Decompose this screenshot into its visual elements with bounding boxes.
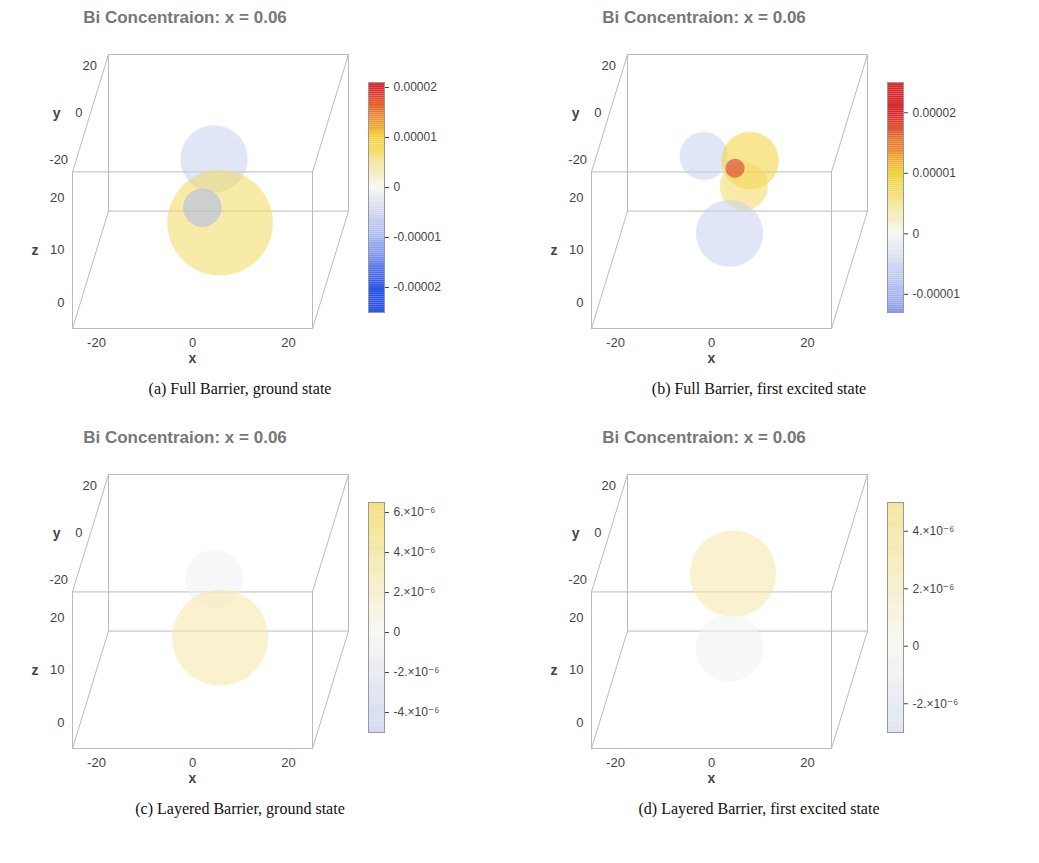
svg-text:4.×10⁻⁶: 4.×10⁻⁶ [913,524,955,538]
svg-text:10: 10 [569,242,583,257]
svg-text:-20: -20 [49,572,68,587]
svg-text:2.×10⁻⁶: 2.×10⁻⁶ [913,582,955,596]
html-text:(b) Full Barrier, first excite: (b) Full Barrier, first excited state [651,380,867,397]
html-text:Bi Concentraion: x = 0.06: Bi Concentraion: x = 0.06 [83,428,287,447]
svg-text:10: 10 [569,662,583,677]
svg-text:0: 0 [594,105,601,120]
svg-text:20: 20 [82,478,96,493]
svg-text:-20: -20 [87,335,106,350]
svg-text:-20: -20 [568,152,587,167]
svg-text:0: 0 [394,625,401,639]
svg-text:20: 20 [800,755,814,770]
svg-text:0: 0 [189,755,196,770]
svg-text:y: y [53,525,61,541]
svg-text:-20: -20 [606,755,625,770]
svg-text:y: y [572,525,580,541]
svg-text:2.×10⁻⁶: 2.×10⁻⁶ [394,585,436,599]
svg-text:0: 0 [576,295,583,310]
svg-text:20: 20 [569,610,583,625]
svg-text:0.00002: 0.00002 [913,106,957,120]
svg-text:-20: -20 [49,152,68,167]
html-text:Bi Concentraion: x = 0.06: Bi Concentraion: x = 0.06 [602,8,806,27]
html-text:Bi Concentraion: x = 0.06: Bi Concentraion: x = 0.06 [83,8,287,27]
svg-text:0: 0 [913,227,920,241]
svg-text:x: x [189,350,197,366]
svg-text:0: 0 [189,335,196,350]
svg-text:20: 20 [601,478,615,493]
svg-text:x: x [708,350,716,366]
svg-text:0: 0 [75,525,82,540]
svg-text:-2.×10⁻⁶: -2.×10⁻⁶ [394,665,440,679]
svg-text:0: 0 [913,639,920,653]
svg-text:20: 20 [82,58,96,73]
svg-text:-20: -20 [606,335,625,350]
svg-text:6.×10⁻⁶: 6.×10⁻⁶ [394,505,436,519]
svg-text:0.00001: 0.00001 [913,166,957,180]
svg-text:z: z [551,242,558,258]
svg-text:0: 0 [708,335,715,350]
svg-text:10: 10 [50,662,64,677]
svg-text:20: 20 [50,610,64,625]
svg-text:-20: -20 [568,572,587,587]
svg-text:z: z [32,662,39,678]
svg-text:-4.×10⁻⁶: -4.×10⁻⁶ [394,705,440,719]
svg-text:20: 20 [281,335,295,350]
svg-text:20: 20 [281,755,295,770]
svg-text:x: x [708,770,716,786]
svg-text:z: z [551,662,558,678]
svg-text:-2.×10⁻⁶: -2.×10⁻⁶ [913,697,959,711]
svg-text:x: x [189,770,197,786]
svg-text:-0.00002: -0.00002 [394,280,442,294]
svg-text:-20: -20 [87,755,106,770]
svg-text:0: 0 [394,180,401,194]
html-text:(d) Layered Barrier, first exc: (d) Layered Barrier, first excited state [638,800,880,817]
svg-text:4.×10⁻⁶: 4.×10⁻⁶ [394,545,436,559]
svg-text:y: y [53,105,61,121]
html-text:Bi Concentraion: x = 0.06: Bi Concentraion: x = 0.06 [602,428,806,447]
svg-text:0: 0 [594,525,601,540]
svg-text:0: 0 [75,105,82,120]
html-text:(c) Layered Barrier, ground st: (c) Layered Barrier, ground state [135,800,345,817]
html-text:(a) Full Barrier, ground state: (a) Full Barrier, ground state [148,380,332,397]
svg-text:20: 20 [569,190,583,205]
svg-text:0: 0 [57,715,64,730]
svg-text:y: y [572,105,580,121]
svg-text:0: 0 [708,755,715,770]
svg-text:20: 20 [50,190,64,205]
svg-text:20: 20 [601,58,615,73]
svg-text:0: 0 [57,295,64,310]
svg-text:z: z [32,242,39,258]
svg-text:20: 20 [800,335,814,350]
svg-text:0.00001: 0.00001 [394,130,438,144]
svg-text:0.00002: 0.00002 [394,80,438,94]
svg-text:-0.00001: -0.00001 [394,230,442,244]
svg-text:0: 0 [576,715,583,730]
svg-text:-0.00001: -0.00001 [913,287,961,301]
svg-text:10: 10 [50,242,64,257]
